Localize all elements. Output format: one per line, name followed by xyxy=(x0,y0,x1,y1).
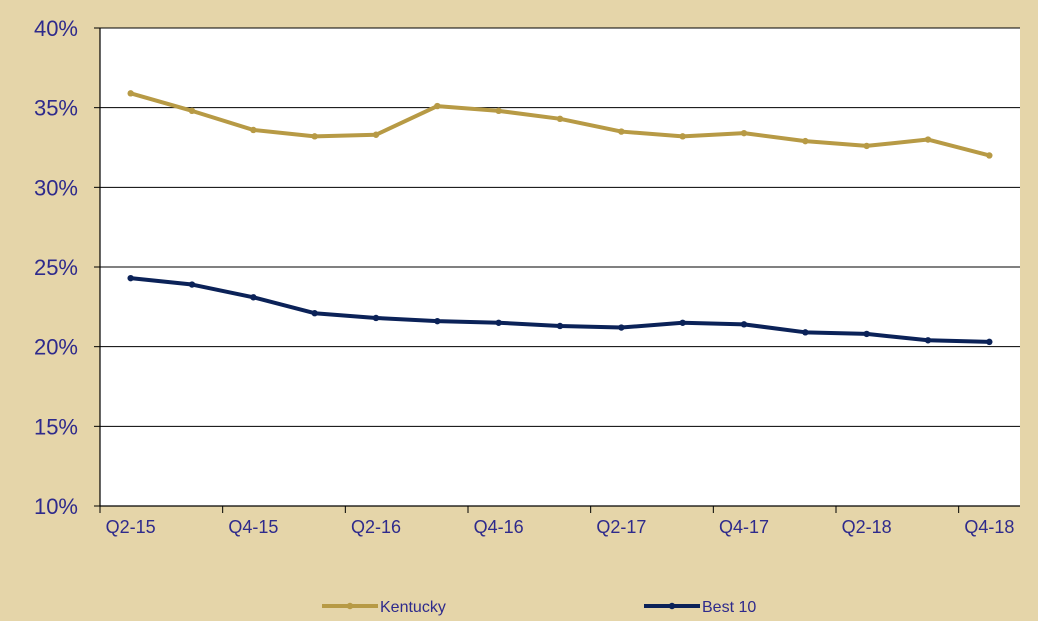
x-tick-label: Q4-16 xyxy=(474,517,524,537)
y-tick-label: 25% xyxy=(34,255,78,280)
legend: Kentucky Best 10 xyxy=(322,599,756,616)
data-point xyxy=(863,142,870,150)
x-tick-label: Q2-17 xyxy=(596,517,646,537)
x-tick-label: Q2-15 xyxy=(106,517,156,537)
data-point xyxy=(495,319,502,326)
data-point xyxy=(986,152,993,159)
legend-label-1: Best 10 xyxy=(702,599,756,616)
data-point xyxy=(311,310,318,317)
y-tick-label: 10% xyxy=(34,494,78,519)
x-tick-label: Q2-16 xyxy=(351,517,401,537)
data-point xyxy=(924,337,932,344)
data-point xyxy=(556,322,564,330)
data-point xyxy=(618,324,625,331)
legend-marker-0 xyxy=(346,602,354,610)
data-point xyxy=(250,126,257,134)
y-tick-label: 20% xyxy=(34,335,78,360)
y-tick-label: 15% xyxy=(34,414,78,439)
data-point xyxy=(924,136,932,143)
data-point xyxy=(250,294,257,301)
data-point xyxy=(372,314,380,322)
data-point xyxy=(434,317,441,325)
x-tick-label: Q4-18 xyxy=(964,517,1014,537)
data-point xyxy=(679,319,686,326)
x-tick-label: Q4-17 xyxy=(719,517,769,537)
data-point xyxy=(127,90,134,97)
data-point xyxy=(495,107,502,115)
data-point xyxy=(311,133,318,140)
gridlines xyxy=(100,27,1020,427)
data-point xyxy=(802,137,809,145)
data-point xyxy=(434,102,441,110)
data-point xyxy=(740,129,748,137)
data-point xyxy=(679,133,686,140)
y-tick-label: 30% xyxy=(34,175,78,200)
data-point xyxy=(188,281,196,288)
data-point xyxy=(986,338,993,346)
series-lines xyxy=(127,90,993,346)
data-point xyxy=(188,107,196,115)
x-axis-ticks: Q2-15 Q4-15 Q2-16 Q4-16 Q2-17 Q4-17 Q2-18 Q4-18 xyxy=(99,506,1014,537)
legend-label-0: Kentucky xyxy=(380,599,446,616)
data-point xyxy=(802,329,809,336)
data-point xyxy=(372,131,380,138)
y-tick-label: 35% xyxy=(34,96,78,121)
legend-marker-1 xyxy=(668,602,676,610)
y-tick-label: 40% xyxy=(34,16,78,41)
x-tick-label: Q2-18 xyxy=(842,517,892,537)
data-point xyxy=(740,321,748,328)
data-point xyxy=(556,115,564,123)
data-point xyxy=(127,274,134,282)
data-point xyxy=(863,330,870,338)
y-axis-ticks: 10% 15% 20% 25% 30% 35% 40% xyxy=(34,16,100,519)
x-tick-label: Q4-15 xyxy=(228,517,278,537)
data-point xyxy=(618,128,625,135)
